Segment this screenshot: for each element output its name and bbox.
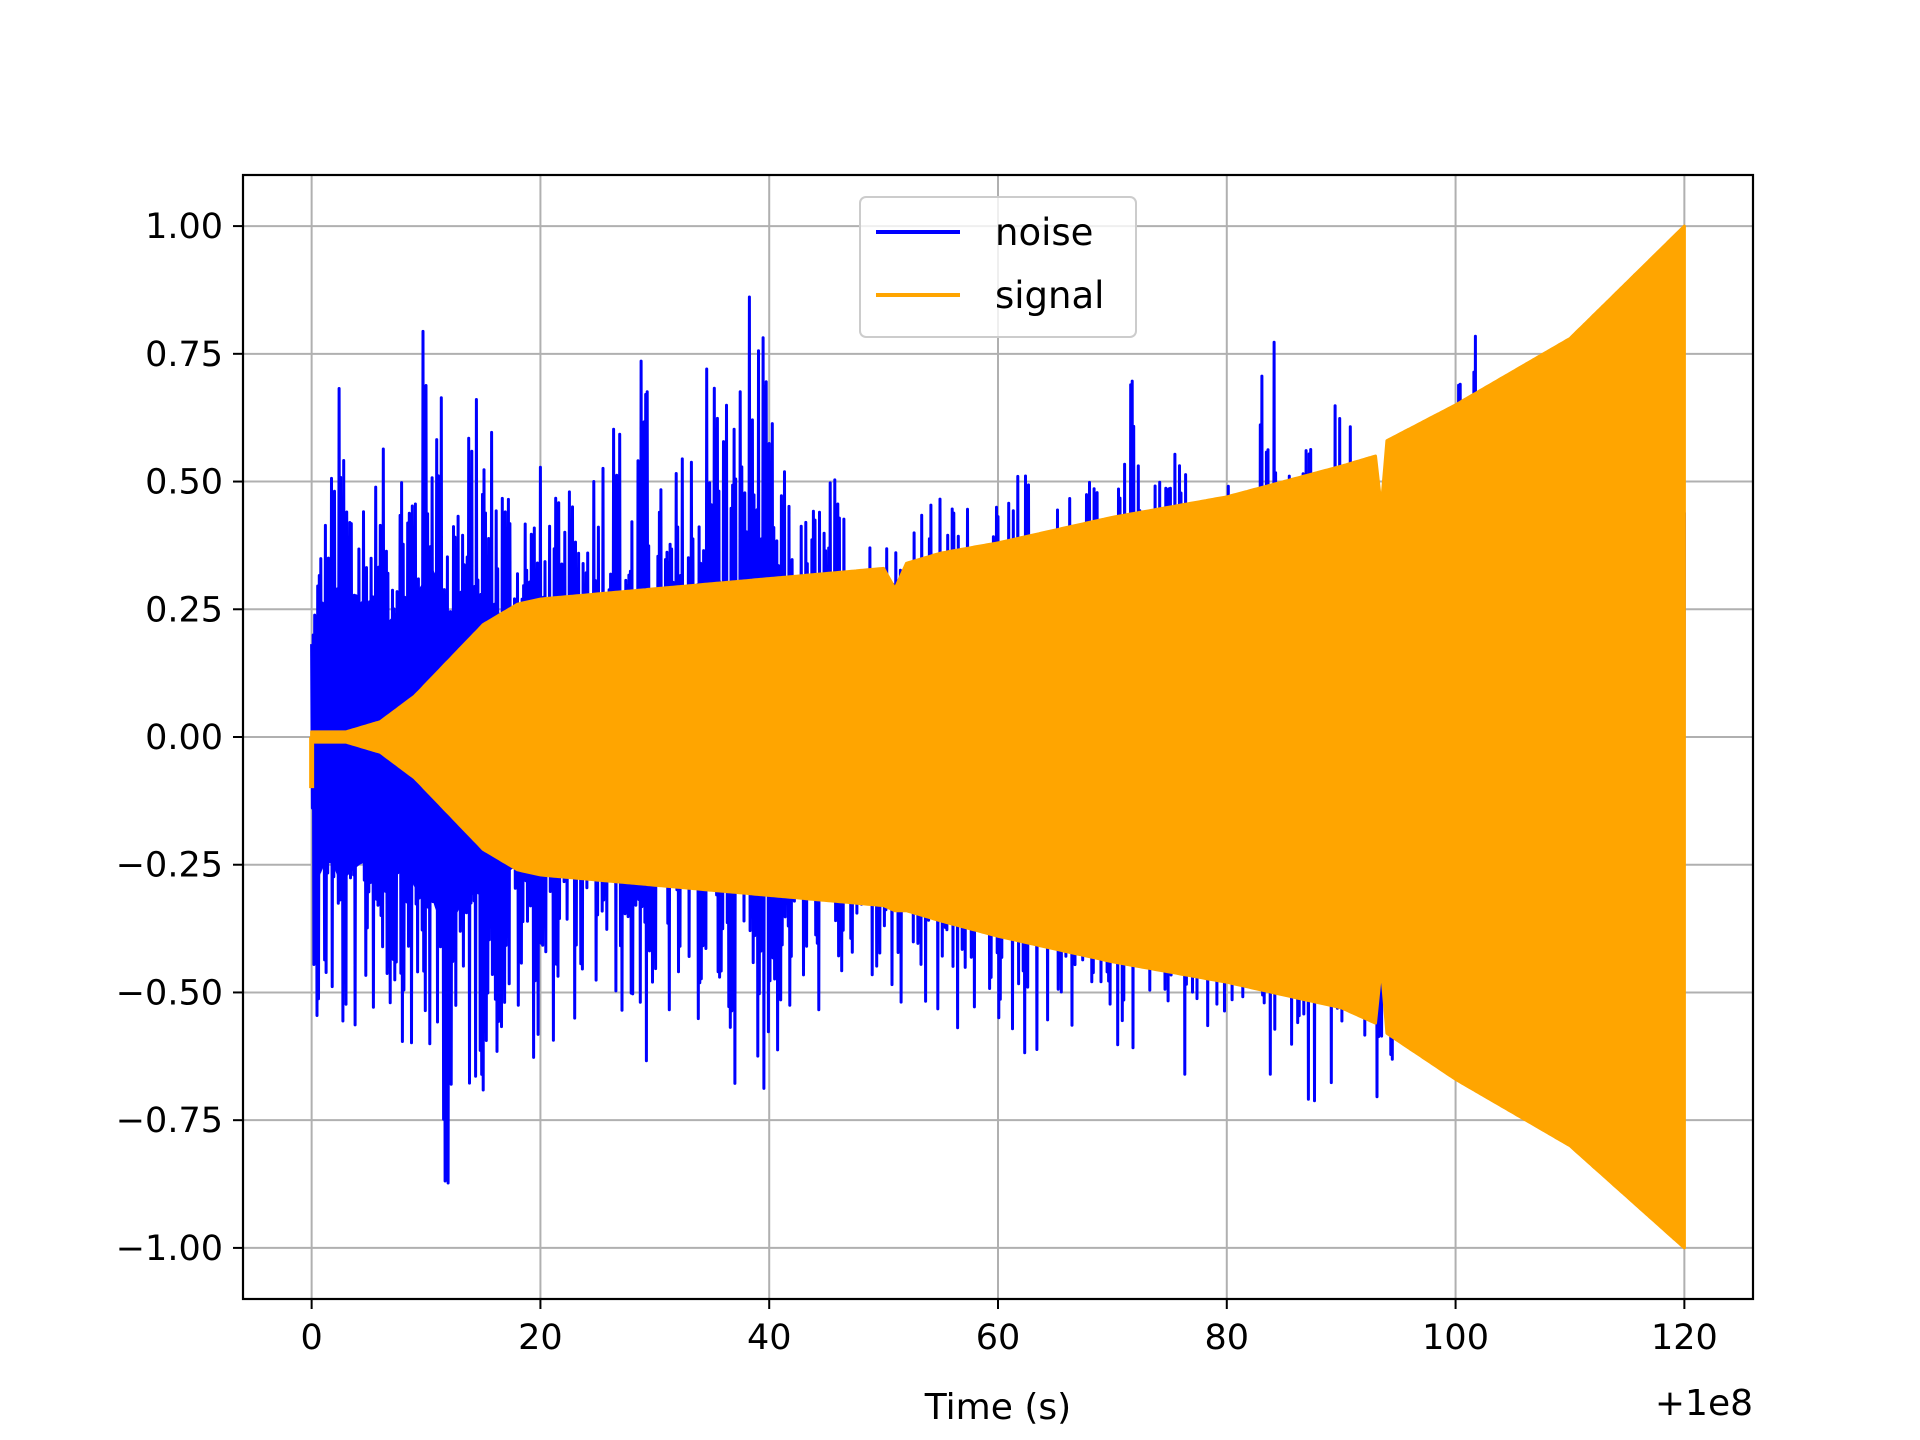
x-tick-label: 100 [1422, 1318, 1489, 1358]
y-tick-label: 0.00 [145, 718, 223, 758]
x-tick-label: 40 [747, 1318, 792, 1358]
y-tick-label: −0.50 [116, 973, 223, 1013]
legend-label-noise: noise [995, 211, 1093, 254]
x-tick-label: 80 [1205, 1318, 1250, 1358]
x-axis-offset-label: +1e8 [1655, 1383, 1753, 1424]
y-tick-label: 1.00 [145, 207, 223, 247]
legend-label-signal: signal [995, 274, 1104, 317]
x-tick-label: 0 [300, 1318, 322, 1358]
y-axis-ticks: −1.00 −0.75 −0.50 −0.25 0.00 0.25 0.50 0.75 1.00 [116, 207, 243, 1269]
y-tick-label: 0.50 [145, 463, 223, 503]
y-tick-label: −0.25 [116, 846, 223, 886]
y-tick-label: 0.25 [145, 590, 223, 630]
x-axis-label: Time (s) [924, 1387, 1071, 1428]
x-tick-label: 120 [1651, 1318, 1718, 1358]
y-tick-label: −1.00 [116, 1229, 223, 1269]
x-axis-ticks: 0 20 40 60 80 100 120 [300, 1299, 1718, 1358]
x-tick-label: 20 [518, 1318, 563, 1358]
y-tick-label: −0.75 [116, 1101, 223, 1141]
y-tick-label: 0.75 [145, 335, 223, 375]
signal-band [310, 224, 1686, 1250]
legend: noise signal [859, 196, 1137, 338]
x-tick-label: 60 [976, 1318, 1021, 1358]
series-signal [309, 224, 1686, 1250]
